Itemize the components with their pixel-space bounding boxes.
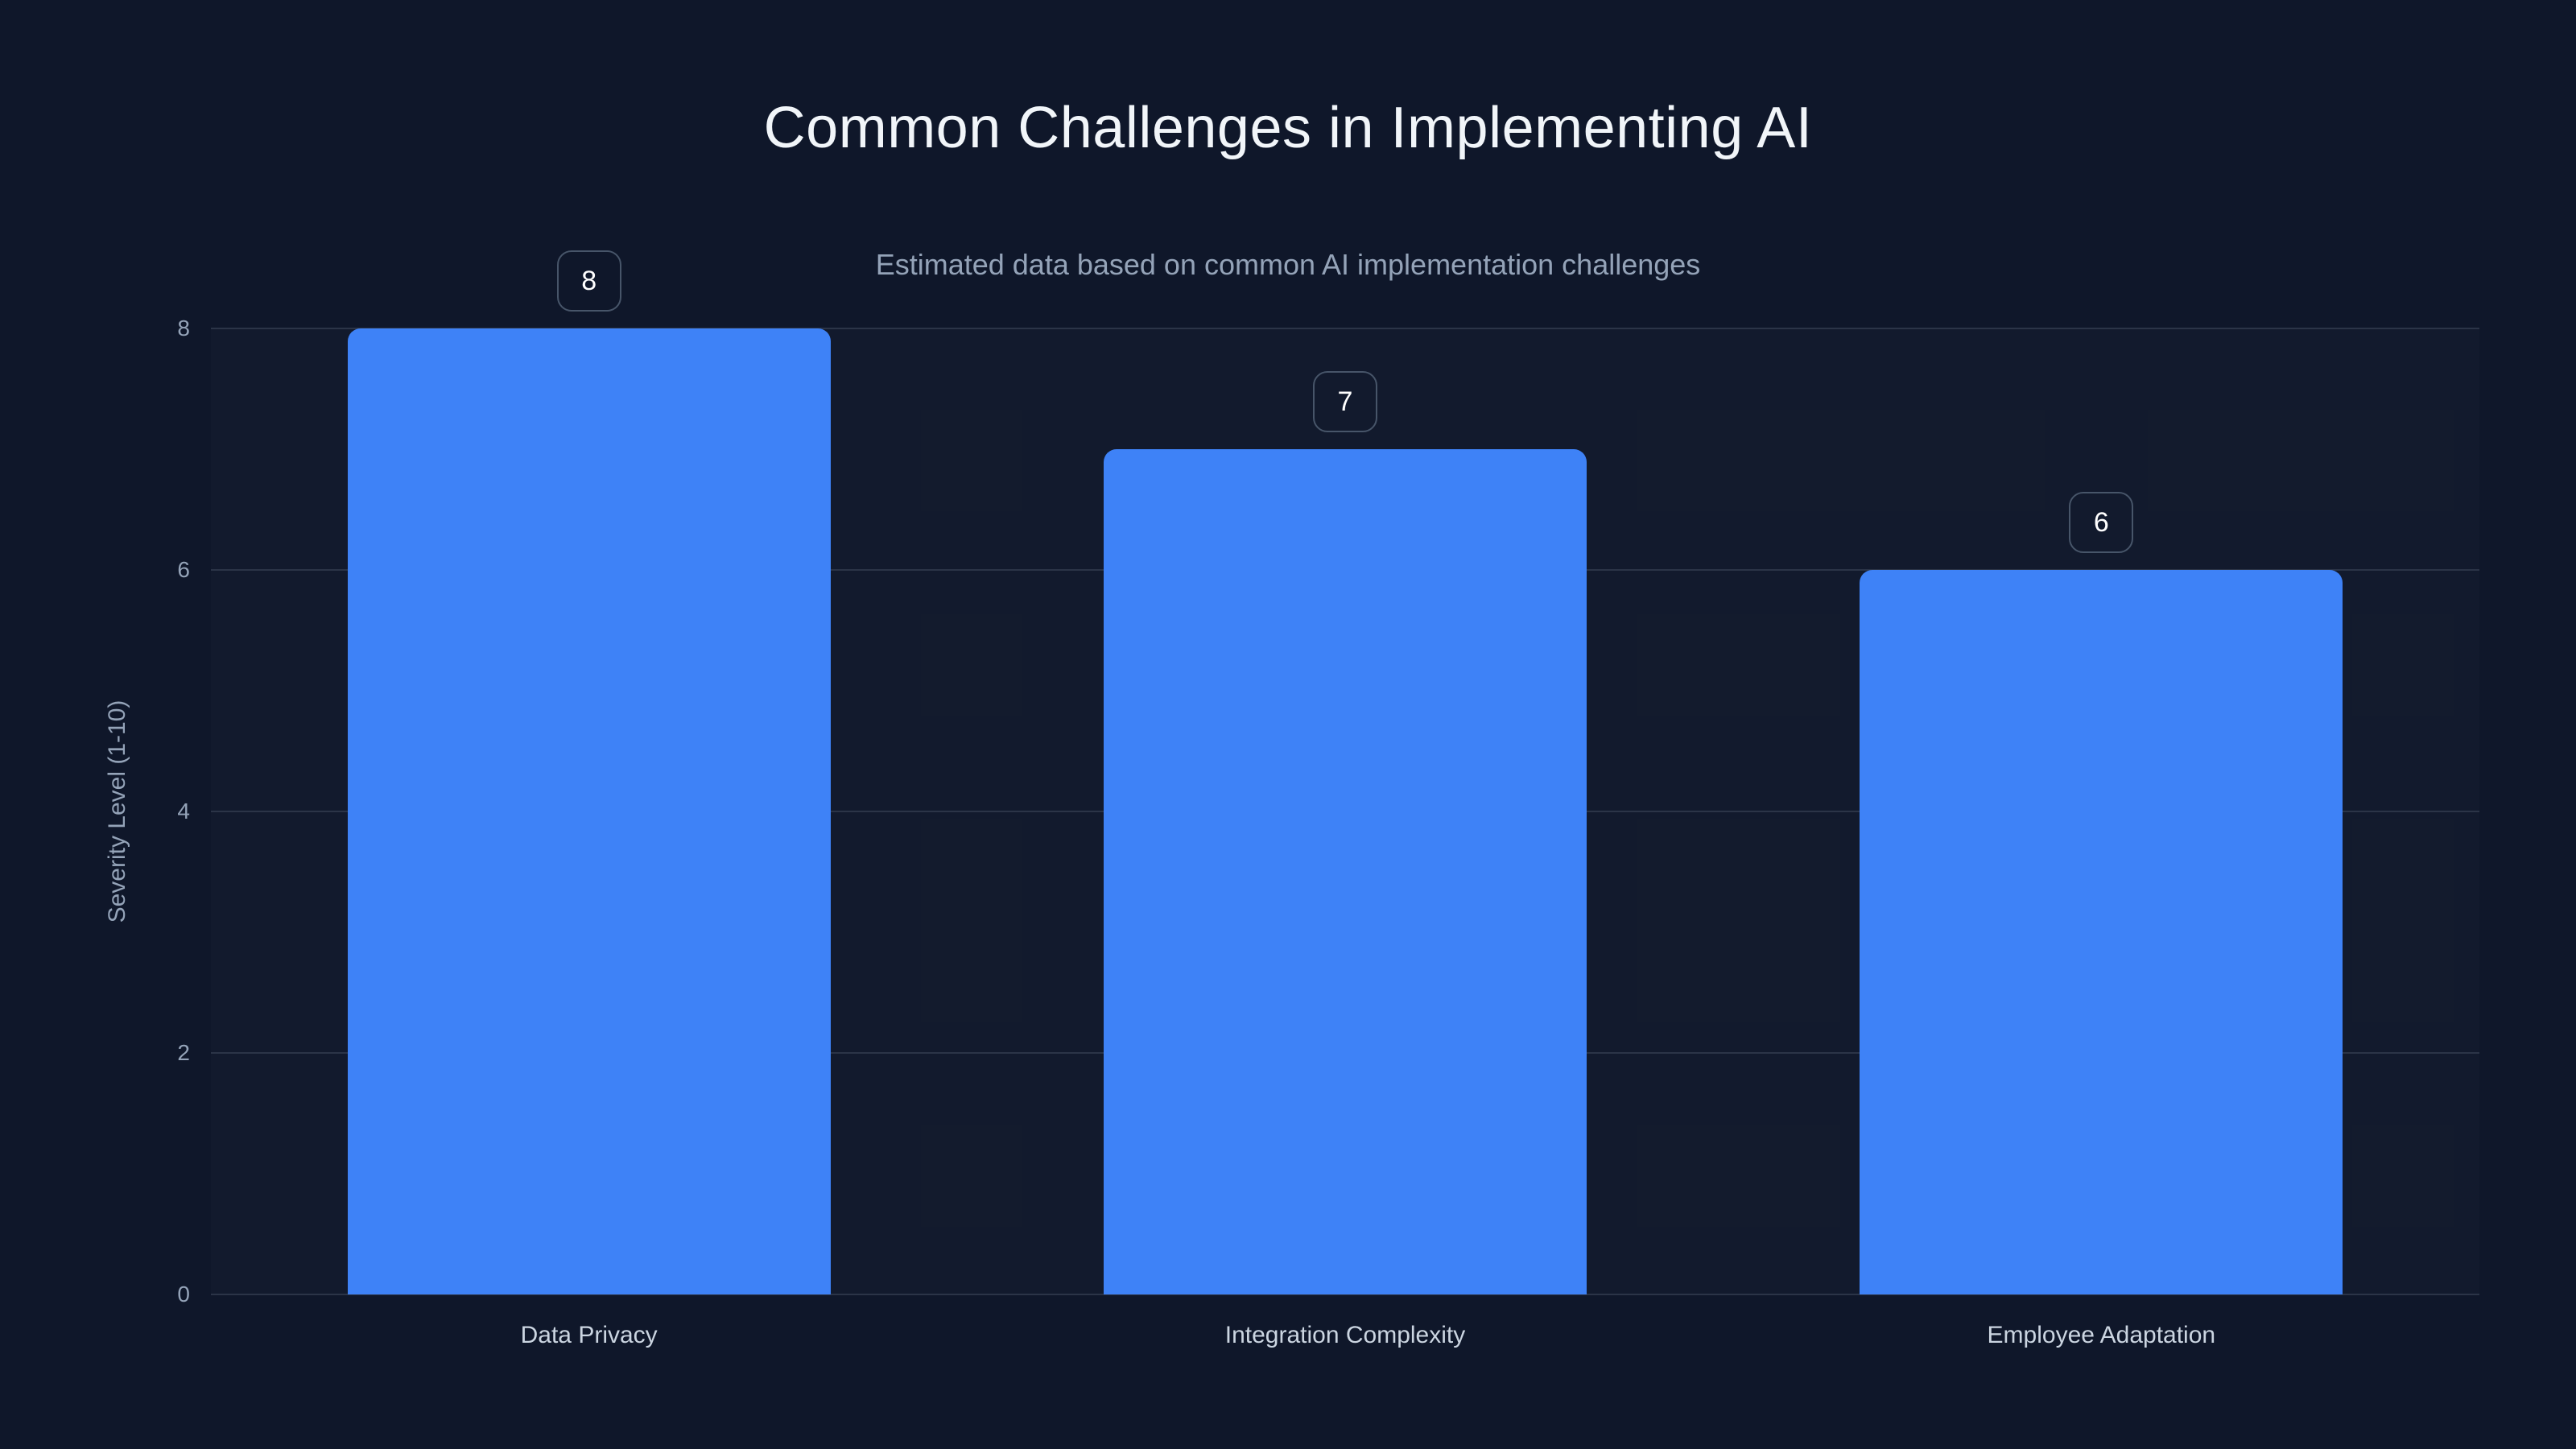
bar-data-privacy[interactable] [347, 328, 831, 1294]
y-tick-label: 2 [177, 1040, 190, 1065]
chart-title: Common Challenges in Implementing AI [763, 96, 1813, 160]
value-badge-label: 7 [1337, 386, 1353, 417]
gridline [211, 328, 2479, 329]
y-tick-label: 6 [177, 557, 190, 582]
y-tick-label: 4 [177, 799, 190, 824]
chart-subtitle: Estimated data based on common AI implem… [875, 248, 1701, 281]
category-label: Integration Complexity [1224, 1322, 1466, 1348]
bar-integration-complexity[interactable] [1104, 449, 1587, 1294]
gridline [211, 1294, 2479, 1295]
category-label: Employee Adaptation [1987, 1322, 2216, 1348]
value-badge: 8 [556, 250, 621, 312]
y-tick-label: 0 [177, 1282, 190, 1307]
category-label: Data Privacy [520, 1322, 658, 1348]
value-badge: 7 [1313, 371, 1377, 432]
value-badge-label: 6 [2093, 506, 2109, 538]
bar-employee-adaptation[interactable] [1860, 570, 2343, 1294]
value-badge-label: 8 [581, 265, 597, 296]
y-tick-label: 8 [177, 316, 190, 341]
value-badge: 6 [2069, 492, 2134, 553]
